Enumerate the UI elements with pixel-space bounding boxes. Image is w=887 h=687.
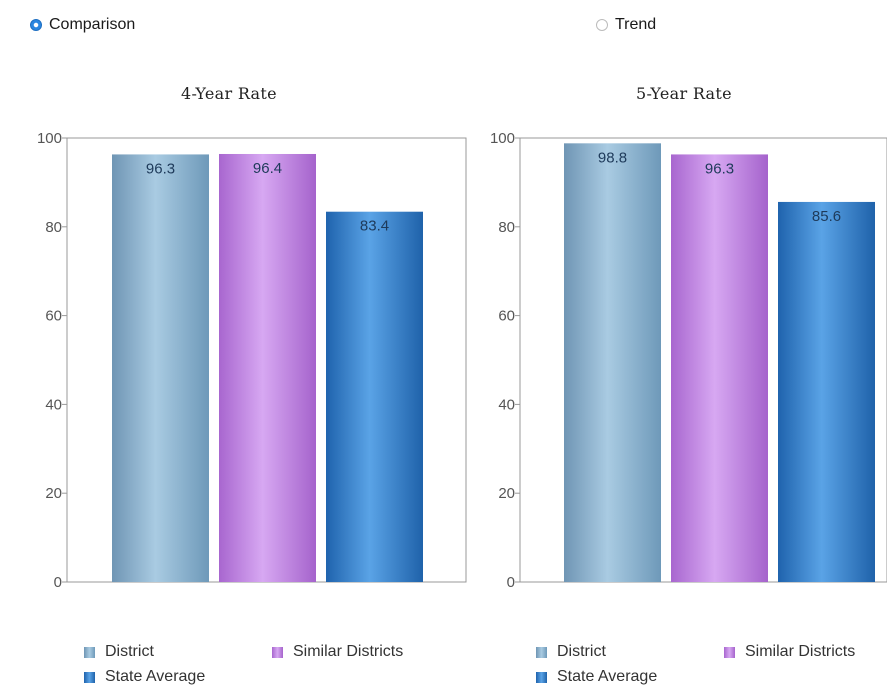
legend-district-5yr: District xyxy=(536,643,606,661)
legend-swatch-similar xyxy=(724,646,735,658)
y-tick-label: 40 xyxy=(498,396,515,413)
y-tick-label: 20 xyxy=(498,485,515,502)
chart-title-5yr: 5-Year Rate xyxy=(636,84,732,103)
data-label: 96.4 xyxy=(253,160,282,177)
legend-similar-4yr: Similar Districts xyxy=(272,643,403,661)
radio-unselected-icon[interactable] xyxy=(596,19,608,31)
legend-swatch-district xyxy=(536,646,547,658)
data-label: 96.3 xyxy=(146,160,175,177)
comparison-label: Comparison xyxy=(49,16,136,33)
comparison-radio[interactable]: Comparison xyxy=(30,16,135,34)
y-tick-label: 100 xyxy=(37,130,62,147)
trend-label: Trend xyxy=(615,16,657,33)
bar-district xyxy=(564,143,661,582)
legend-label: District xyxy=(557,643,606,660)
y-tick-label: 60 xyxy=(498,308,515,325)
bar-similar-districts xyxy=(219,153,316,582)
legend-swatch-state xyxy=(536,671,547,683)
trend-radio[interactable]: Trend xyxy=(596,16,656,34)
y-tick-label: 20 xyxy=(45,485,62,502)
legend-swatch-state xyxy=(84,671,95,683)
radio-selected-icon[interactable] xyxy=(30,19,42,31)
legend-label: Similar Districts xyxy=(745,643,856,660)
bar-state-average xyxy=(326,211,423,583)
chart-5-year-rate: 0 20 40 60 80 100 98.8 96.3 85.6 xyxy=(490,130,887,591)
y-tick-label: 80 xyxy=(498,219,515,236)
bar-district xyxy=(112,154,209,583)
y-tick-label: 40 xyxy=(45,396,62,413)
y-tick-label: 100 xyxy=(490,130,515,147)
legend-label: District xyxy=(105,643,154,660)
legend-label: State Average xyxy=(105,668,206,685)
legend-district-4yr: District xyxy=(84,643,154,661)
legend-label: State Average xyxy=(557,668,658,685)
data-label: 85.6 xyxy=(812,208,841,225)
y-tick-label: 0 xyxy=(507,574,515,591)
y-tick-label: 0 xyxy=(54,574,62,591)
y-tick-label: 80 xyxy=(45,219,62,236)
y-tick-label: 60 xyxy=(45,308,62,325)
legend-label: Similar Districts xyxy=(293,643,404,660)
data-label: 96.3 xyxy=(705,160,734,177)
bar-similar-districts xyxy=(671,154,768,583)
chart-4-year-rate: 0 20 40 60 80 100 96.3 96.4 83.4 xyxy=(37,130,467,591)
legend-swatch-similar xyxy=(272,646,283,658)
legend-similar-5yr: Similar Districts xyxy=(724,643,855,661)
data-label: 98.8 xyxy=(598,149,627,166)
legend-state-4yr: State Average xyxy=(84,668,205,686)
bar-state-average xyxy=(778,201,875,582)
legend-state-5yr: State Average xyxy=(536,668,657,686)
legend-swatch-district xyxy=(84,646,95,658)
data-label: 83.4 xyxy=(360,218,389,235)
chart-title-4yr: 4-Year Rate xyxy=(181,84,277,103)
